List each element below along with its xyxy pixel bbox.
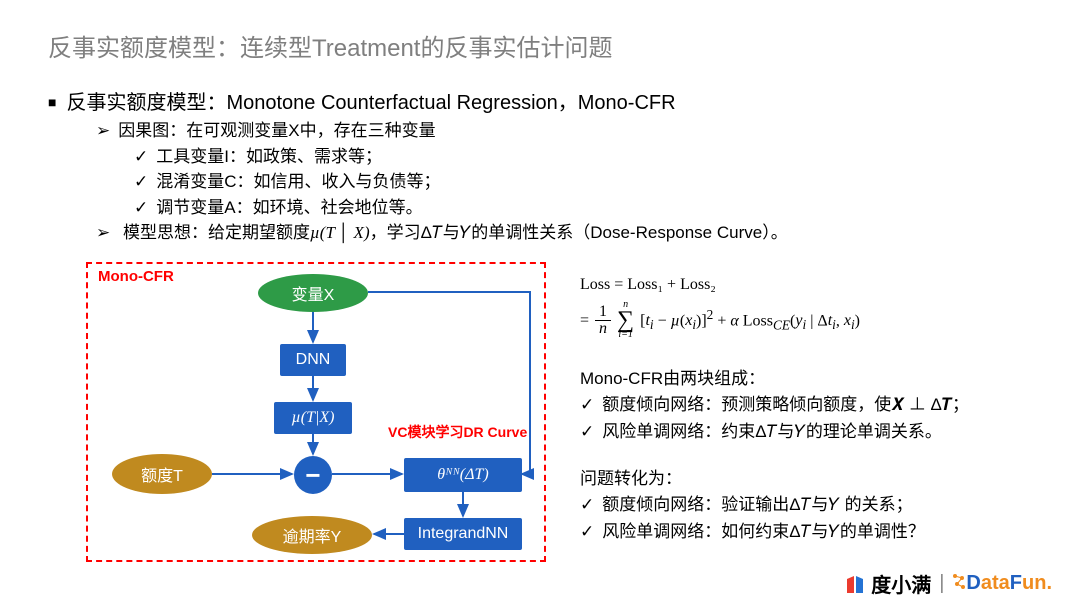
right-block-2: 问题转化为： 额度倾向网络：验证输出Δ𝑇与𝑌 的关系； 风险单调网络：如何约束Δ…	[580, 466, 925, 545]
node-varX: 变量X	[258, 274, 368, 312]
footer-logos: 度小满 | DataFun.	[845, 569, 1052, 598]
right2-heading: 问题转化为：	[580, 466, 925, 492]
right2-b2: 风险单调网络：如何约束Δ𝑇与𝑌的单调性？	[580, 519, 925, 545]
right1-b2: 风险单调网络：约束Δ𝑇与𝑌的理论单调关系。	[580, 419, 969, 445]
node-dnn: DNN	[280, 344, 346, 376]
sub-bullet-1: 因果图：在可观测变量X中，存在三种变量	[96, 118, 788, 144]
right1-b1: 额度倾向网络：预测策略倾向额度，使𝑿 ⊥ Δ𝑻；	[580, 392, 969, 418]
node-integ: IntegrandNN	[404, 518, 522, 550]
right2-b1: 额度倾向网络：验证输出Δ𝑇与𝑌 的关系；	[580, 492, 925, 518]
node-minus: −	[294, 456, 332, 494]
duxiaoman-icon	[845, 573, 867, 595]
slide-title: 反事实额度模型：连续型Treatment的反事实估计问题	[48, 28, 612, 63]
sub2-math: µ(T │ X)	[310, 223, 370, 242]
sub-bullet-1c: 调节变量A：如环境、社会地位等。	[134, 195, 788, 221]
node-theta: θᴺᴺ(ΔT)	[404, 458, 522, 492]
right1-heading: Mono-CFR由两块组成：	[580, 366, 969, 392]
duxiaoman-logo: 度小满	[845, 569, 931, 598]
node-quotaT: 额度T	[112, 454, 212, 494]
loss-equation: Loss = Loss₁ + Loss₂ = 1 n n ∑ i=1 [ti −…	[580, 275, 860, 340]
df-f: F	[1010, 572, 1022, 594]
df-d: D	[966, 572, 980, 594]
vc-label: VC模块学习DR Curve	[388, 422, 527, 442]
df-ata: ata	[981, 572, 1010, 594]
diagram-container: Mono-CFR VC模块学习DR Curve 变量X DNN µ(T|X) − 额度T…	[86, 262, 546, 562]
eq-line2: = 1 n n ∑ i=1 [ti − µ(xi)]2 + α LossCE(y…	[580, 300, 860, 340]
eq-line1: Loss = Loss₁ + Loss₂	[580, 275, 860, 294]
node-overY: 逾期率Y	[252, 516, 372, 554]
node-mu: µ(T|X)	[274, 402, 352, 434]
sub-bullet-1b: 混淆变量C：如信用、收入与负债等；	[134, 169, 788, 195]
df-un: un	[1022, 572, 1046, 594]
sub-bullet-2: 模型思想：给定期望额度µ(T │ X)，学习Δ𝑇与𝑌的单调性关系（Dose-Re…	[96, 220, 788, 246]
right-block-1: Mono-CFR由两块组成： 额度倾向网络：预测策略倾向额度，使𝑿 ⊥ Δ𝑻； …	[580, 366, 969, 445]
sub-bullet-1a: 工具变量I：如政策、需求等；	[134, 144, 788, 170]
duxiaoman-text: 度小满	[871, 569, 931, 598]
sub2-mid: ，学习Δ𝑇与𝑌的单调性关系（Dose-Response Curve）。	[370, 223, 788, 242]
datafun-logo: DataFun.	[952, 572, 1052, 595]
mono-cfr-label: Mono-CFR	[98, 268, 174, 285]
bullet-list: 因果图：在可观测变量X中，存在三种变量 工具变量I：如政策、需求等； 混淆变量C…	[96, 118, 788, 246]
main-bullet: 反事实额度模型：Monotone Counterfactual Regressi…	[48, 86, 676, 115]
df-dot: .	[1046, 572, 1052, 594]
footer-divider: |	[939, 572, 944, 595]
sub2-pre: 模型思想：给定期望额度	[123, 223, 310, 242]
